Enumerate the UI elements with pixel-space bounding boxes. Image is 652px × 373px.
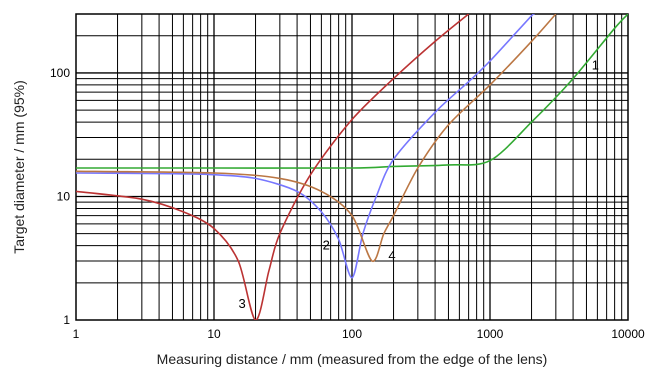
tick-labels: 1 10 100 1000 10000 1 10 100 xyxy=(50,66,645,341)
y-tick-label: 1 xyxy=(63,313,70,327)
x-tick-label: 10 xyxy=(207,327,221,341)
series-label-2: 2 xyxy=(323,238,330,253)
y-tick-label: 10 xyxy=(57,189,71,203)
series-label-3: 3 xyxy=(239,296,246,311)
series-layer xyxy=(76,14,628,320)
x-tick-label: 1000 xyxy=(477,327,504,341)
series-line-4 xyxy=(76,14,557,262)
series-labels: 1 2 3 4 xyxy=(239,57,599,310)
y-axis-label: Target diameter / mm (95%) xyxy=(11,80,27,254)
plot-frame xyxy=(75,13,629,321)
grid xyxy=(76,14,628,320)
series-line-3 xyxy=(76,14,470,320)
x-tick-label: 1 xyxy=(73,327,80,341)
y-tick-label: 100 xyxy=(50,66,70,80)
series-line-2 xyxy=(76,14,536,279)
series-label-1: 1 xyxy=(592,57,599,72)
x-tick-label: 100 xyxy=(342,327,362,341)
series-line-1 xyxy=(76,14,628,169)
series-label-4: 4 xyxy=(388,248,395,263)
x-tick-label: 10000 xyxy=(611,327,645,341)
x-axis-label: Measuring distance / mm (measured from t… xyxy=(157,351,548,367)
